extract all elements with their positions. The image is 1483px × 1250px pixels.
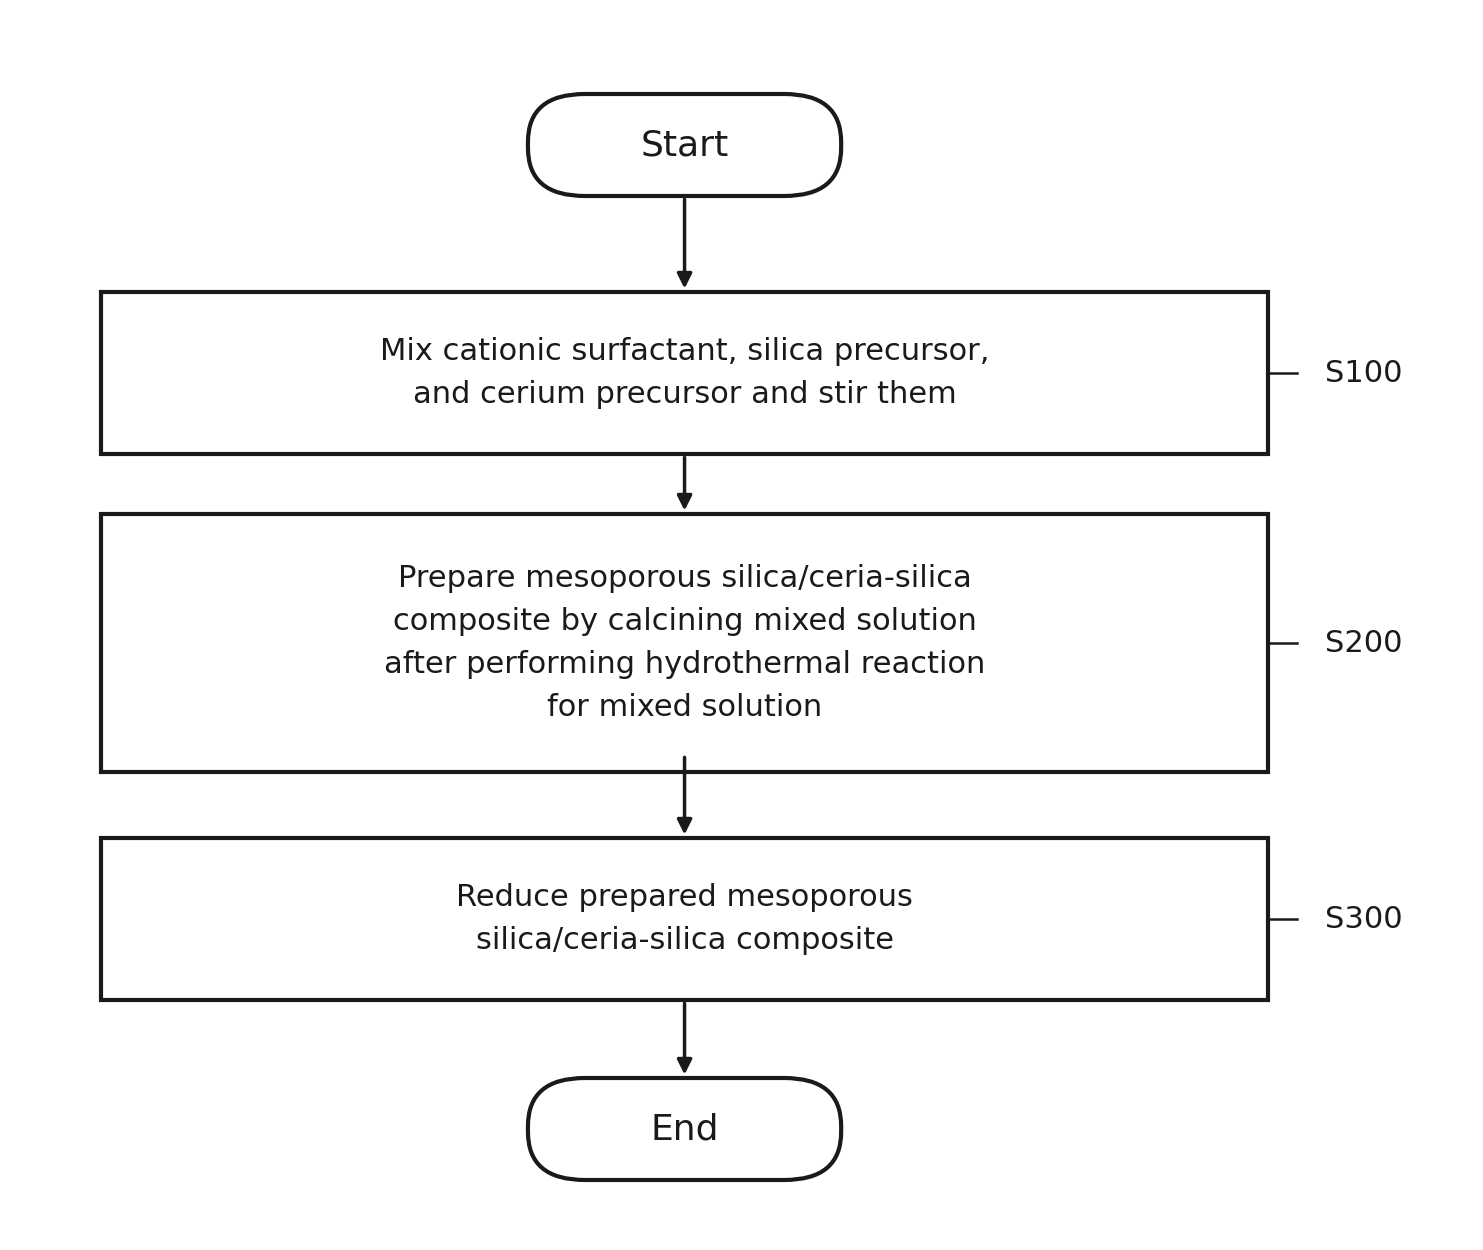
Bar — [101, 838, 1268, 1000]
Bar — [101, 514, 1268, 772]
Text: End: End — [651, 1112, 719, 1146]
Text: S200: S200 — [1326, 629, 1403, 658]
Text: S300: S300 — [1326, 905, 1403, 934]
Text: Mix cationic surfactant, silica precursor,
and cerium precursor and stir them: Mix cationic surfactant, silica precurso… — [380, 338, 989, 409]
Text: Prepare mesoporous silica/ceria-silica
composite by calcining mixed solution
aft: Prepare mesoporous silica/ceria-silica c… — [384, 564, 985, 721]
Text: Start: Start — [641, 127, 728, 162]
FancyBboxPatch shape — [528, 94, 841, 196]
Bar — [101, 292, 1268, 454]
FancyBboxPatch shape — [528, 1078, 841, 1180]
Text: Reduce prepared mesoporous
silica/ceria-silica composite: Reduce prepared mesoporous silica/ceria-… — [457, 882, 914, 955]
Text: S100: S100 — [1326, 359, 1403, 388]
